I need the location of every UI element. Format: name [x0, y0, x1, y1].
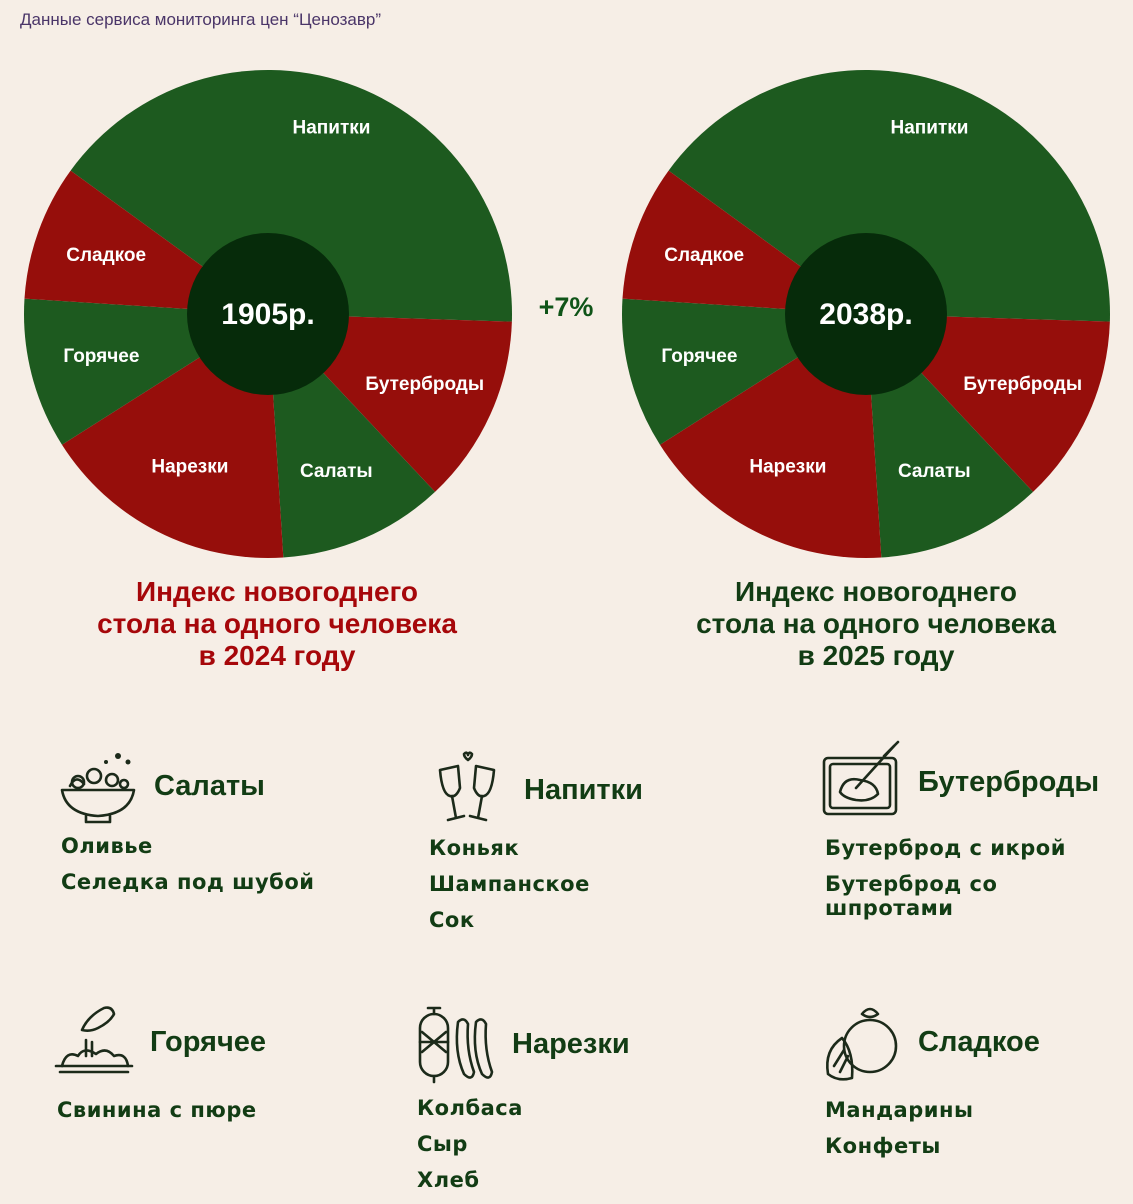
pie-slice-label: Сладкое — [66, 245, 146, 266]
champagne-glasses-icon — [438, 751, 496, 822]
pie-slice-label: Напитки — [891, 118, 969, 139]
category-sandwiches: Бутерброды Бутерброд с икрой Бутерброд с… — [820, 740, 1099, 932]
pie-slice-label: Сладкое — [664, 245, 744, 266]
pie-slice-label: Нарезки — [151, 456, 228, 477]
category-hot-item: Свинина с пюре — [57, 1098, 257, 1122]
category-salads-item: Оливье — [61, 834, 153, 858]
category-hot: Горячее Свинина с пюре — [52, 1000, 266, 1134]
category-sweets: Сладкое Мандарины Конфеты — [820, 1000, 1040, 1170]
category-drinks: Напитки Коньяк Шампанское Сок — [426, 748, 643, 944]
pie-slice-label: Салаты — [898, 461, 971, 482]
pie-chart-2025-svg: Напитки Бутерброды Салаты Нарезки Горячее Сла… — [622, 70, 1110, 558]
category-hot-title: Горячее — [150, 1025, 267, 1058]
category-sandwiches-item: шпротами — [825, 896, 954, 920]
pie-center-circle — [785, 233, 947, 395]
source-note: Данные сервиса мониторинга цен “Ценозавр… — [20, 10, 382, 29]
category-drinks-item: Шампанское — [429, 872, 590, 896]
caption-2025: Индекс новогоднего стола на одного челов… — [616, 576, 1133, 672]
caption-2024: Индекс новогоднего стола на одного челов… — [17, 576, 537, 672]
caption-2025-line-2: стола на одного человека — [696, 608, 1056, 639]
pie-slice-0 — [70, 70, 512, 322]
sandwich-knife-icon — [822, 740, 900, 816]
category-sweets-title: Сладкое — [918, 1025, 1040, 1058]
category-salads-title: Салаты — [154, 769, 265, 802]
sausage-icon — [418, 1006, 494, 1084]
category-sweets-item: Конфеты — [825, 1134, 941, 1158]
pie-slice-label: Бутерброды — [963, 374, 1082, 395]
pie-chart-2024: Напитки Бутерброды Салаты Нарезки Горячее Сла… — [20, 44, 516, 560]
pie-center-circle — [187, 233, 349, 395]
category-cuts-title: Нарезки — [512, 1027, 630, 1060]
pie-slice-0 — [668, 70, 1110, 322]
category-salads-item: Селедка под шубой — [61, 870, 315, 894]
pie-center-label: 1905р. — [221, 298, 314, 331]
category-sweets-item: Мандарины — [825, 1098, 974, 1122]
change-percentage: +7% — [538, 292, 594, 322]
pie-center-label: 2038р. — [819, 298, 912, 331]
caption-2025-line-1: Индекс новогоднего — [734, 576, 1018, 607]
caption-2024-line-2: стола на одного человека — [97, 608, 457, 639]
hot-dish-icon — [54, 1006, 134, 1074]
tangerine-icon — [826, 1007, 898, 1081]
category-cuts-item: Сыр — [417, 1132, 468, 1156]
pie-chart-2024-svg: Напитки Бутерброды Салаты Нарезки Горячее Сла… — [24, 70, 512, 558]
salad-bowl-icon — [60, 753, 136, 824]
caption-2025-line-3: в 2025 году — [797, 640, 955, 671]
pie-slice-label: Бутерброды — [365, 374, 484, 395]
caption-2024-line-3: в 2024 году — [198, 640, 356, 671]
category-cuts-item: Колбаса — [417, 1096, 523, 1120]
category-drinks-item: Сок — [429, 908, 475, 932]
category-drinks-title: Напитки — [524, 773, 643, 806]
category-sandwiches-title: Бутерброды — [918, 765, 1100, 798]
pie-slice-label: Напитки — [293, 118, 371, 139]
pie-slice-label: Горячее — [63, 346, 139, 367]
pie-slice-label: Салаты — [300, 461, 373, 482]
category-cuts-item: Хлеб — [417, 1168, 480, 1192]
pie-slice-label: Горячее — [661, 346, 737, 367]
caption-2024-line-1: Индекс новогоднего — [135, 576, 419, 607]
category-drinks-item: Коньяк — [429, 836, 520, 860]
category-sandwiches-item: Бутерброд со — [825, 872, 998, 896]
pie-chart-2025: Напитки Бутерброды Салаты Нарезки Горячее Сла… — [618, 44, 1114, 560]
category-sandwiches-item: Бутерброд с икрой — [825, 836, 1066, 860]
category-cuts: Нарезки Колбаса Сыр Хлеб — [414, 1002, 630, 1204]
pie-slice-label: Нарезки — [749, 456, 826, 477]
category-salads: Салаты Оливье Селедка под шубой — [56, 744, 314, 906]
